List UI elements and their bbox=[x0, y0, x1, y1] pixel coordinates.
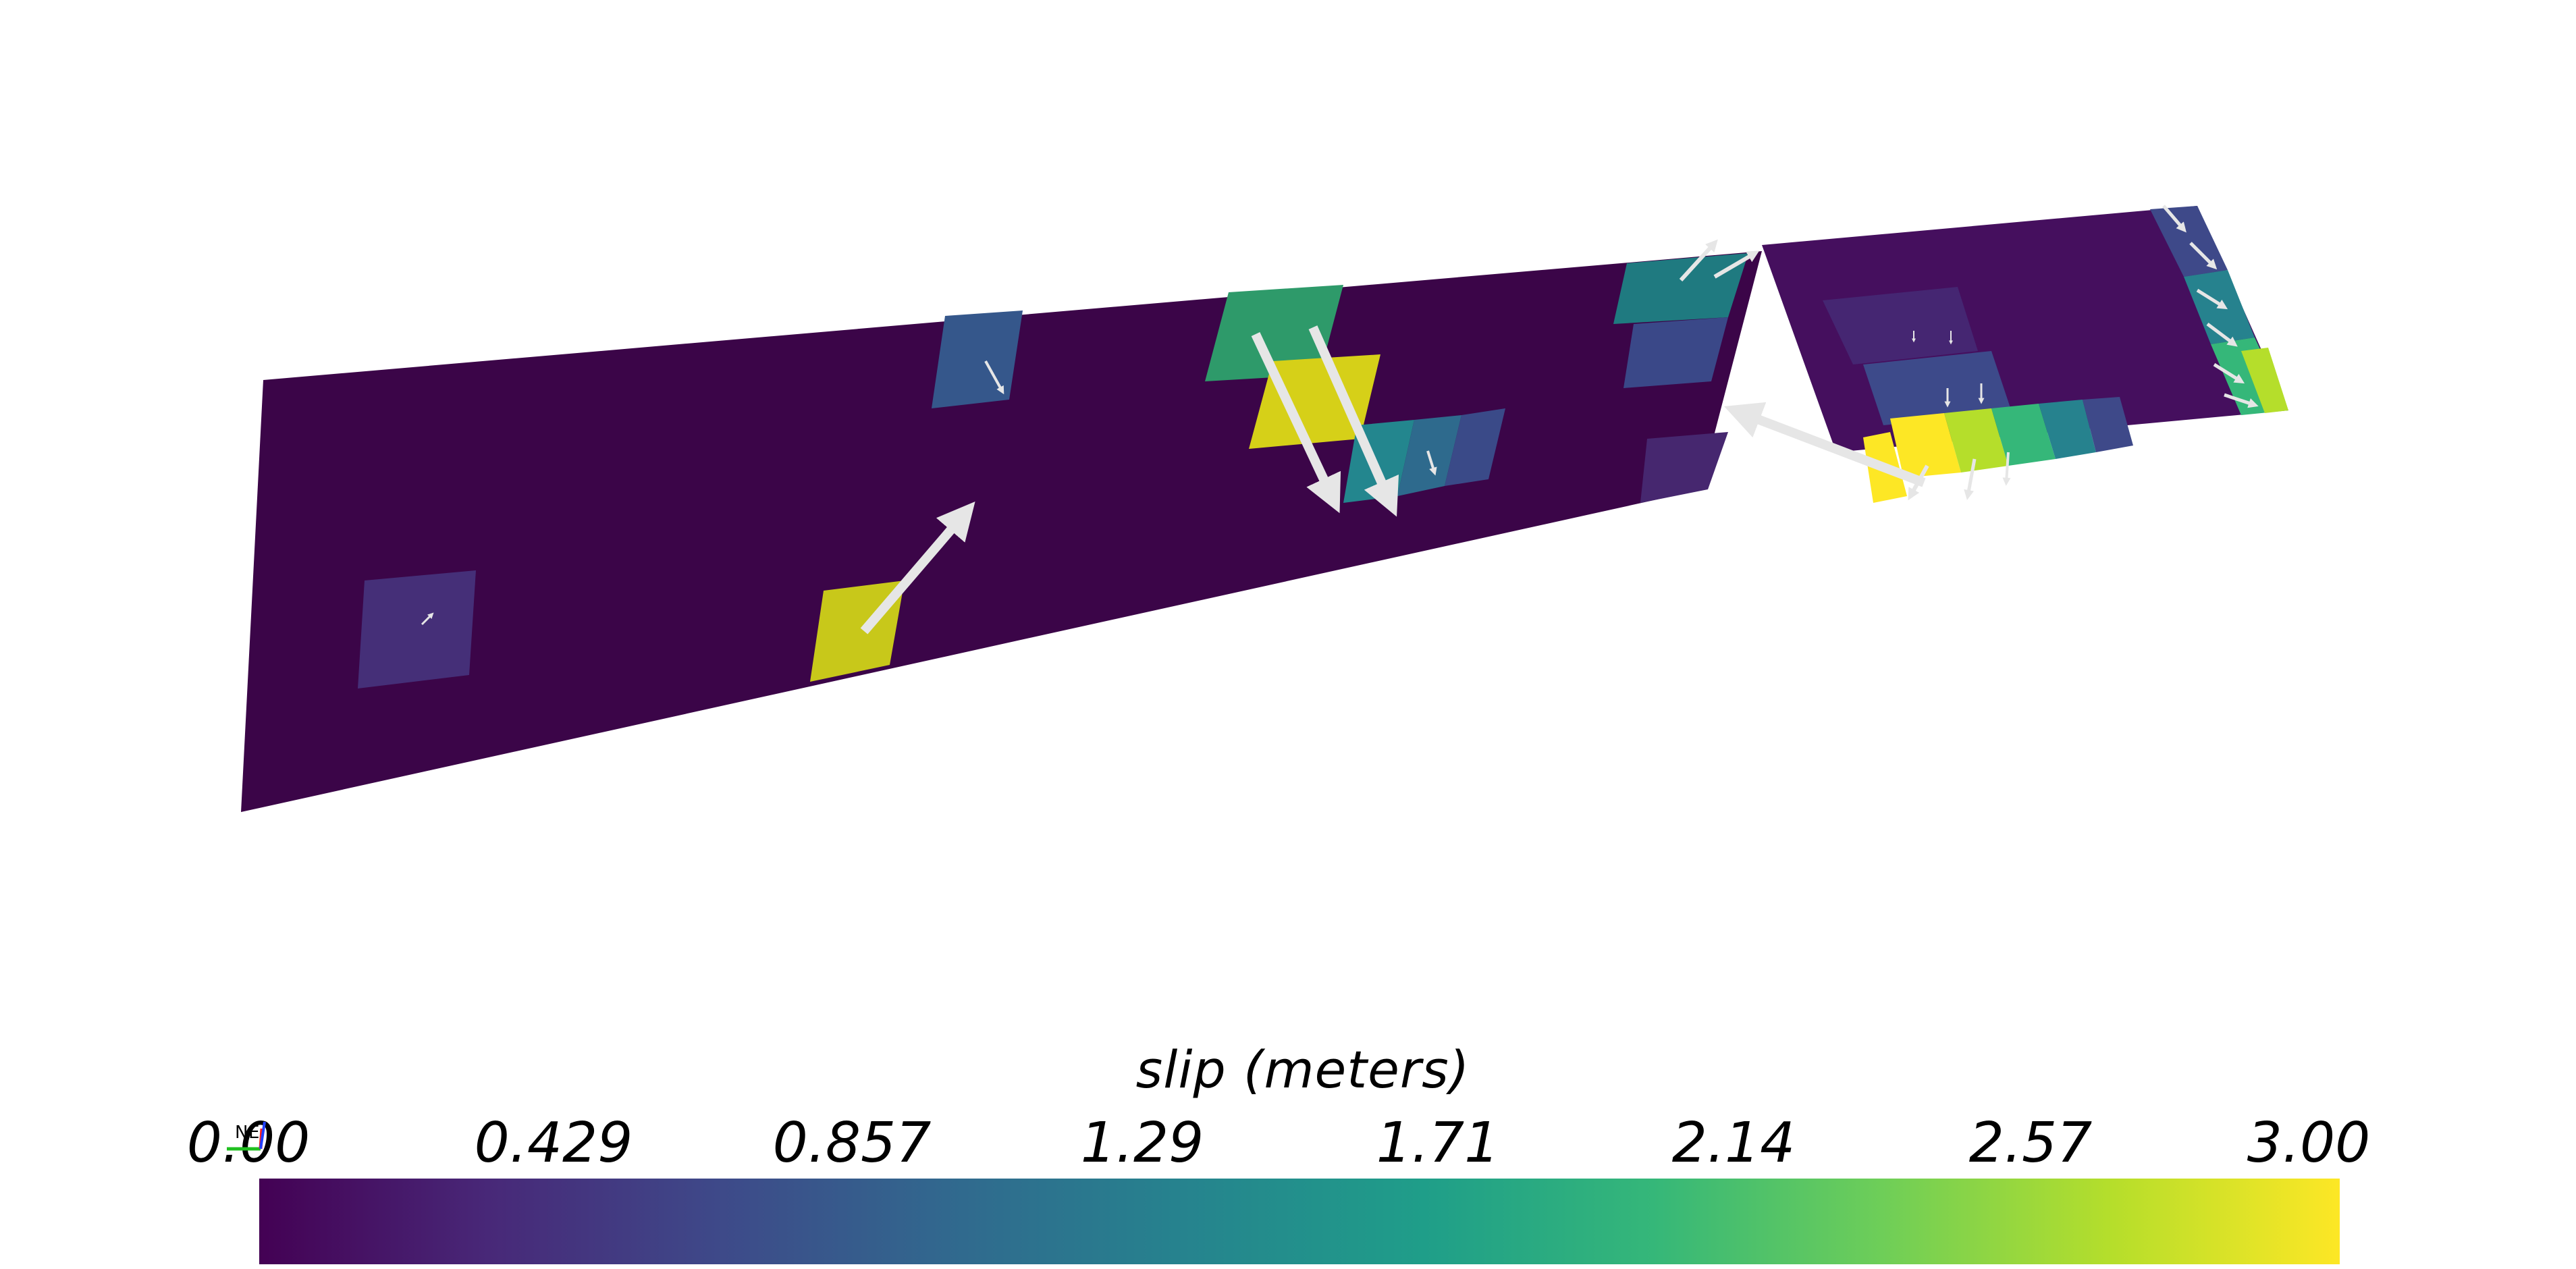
slip-arrow bbox=[2224, 393, 2259, 408]
colorbar-title: slip (meters) bbox=[1135, 1040, 1470, 1100]
orientation-axes-widget: N E bbox=[227, 1121, 266, 1151]
slip-patch bbox=[1613, 253, 1748, 324]
slip-arrow bbox=[2196, 288, 2228, 310]
slip-arrow bbox=[860, 501, 975, 634]
slip-patch bbox=[1640, 432, 1728, 503]
slip-arrow bbox=[421, 612, 434, 626]
colorbar-gradient bbox=[259, 1179, 2340, 1264]
colorbar-tick: 0.00 bbox=[186, 1111, 311, 1175]
fault-plane-right bbox=[1762, 206, 2288, 503]
slip-patch bbox=[1863, 351, 2012, 425]
slip-arrow bbox=[1251, 332, 1341, 514]
slip-arrow bbox=[2002, 452, 2011, 486]
slip-patch bbox=[1944, 408, 2008, 473]
slip-patch bbox=[1205, 285, 1343, 381]
slip-arrow bbox=[1679, 239, 1718, 282]
slip-arrow bbox=[2162, 205, 2186, 233]
axis-label-east: E bbox=[248, 1123, 259, 1143]
slip-arrow bbox=[2206, 323, 2238, 347]
slip-arrow bbox=[1713, 250, 1760, 279]
slip-patch bbox=[2083, 397, 2133, 452]
slip-patch bbox=[358, 570, 476, 688]
colorbar-tick: 0.429 bbox=[474, 1111, 633, 1175]
axis-label-north: N bbox=[235, 1123, 248, 1143]
fault-plane-left bbox=[241, 251, 1762, 812]
slip-arrow bbox=[2189, 242, 2218, 270]
colorbar-tick: 2.57 bbox=[1968, 1111, 2093, 1175]
slip-patch bbox=[1249, 354, 1380, 449]
slip-patch bbox=[2039, 400, 2096, 459]
slip-arrow bbox=[2213, 362, 2245, 384]
slip-arrow bbox=[1908, 464, 1929, 501]
slip-arrow bbox=[1724, 402, 1926, 487]
colorbar-tick: 1.29 bbox=[1080, 1111, 1204, 1175]
slip-patch bbox=[1624, 317, 1728, 388]
colorbar-tick: 0.857 bbox=[772, 1111, 932, 1175]
colorbar-tick: 1.71 bbox=[1376, 1111, 1500, 1175]
slip-arrow bbox=[1964, 458, 1977, 500]
slip-patch bbox=[1890, 413, 1961, 478]
slip-arrow bbox=[1308, 325, 1399, 517]
up-axis bbox=[259, 1121, 266, 1150]
slip-patch bbox=[1823, 287, 1978, 364]
fault-plane-left-surface bbox=[241, 251, 1762, 812]
colorbar-tick: 3.00 bbox=[2247, 1111, 2371, 1175]
slip-patch bbox=[1445, 408, 1505, 486]
slip-arrow bbox=[984, 360, 1004, 395]
slip-vectors bbox=[421, 205, 2259, 634]
slip-arrow bbox=[1426, 450, 1437, 476]
slip-patch bbox=[932, 310, 1023, 408]
colorbar-tick: 2.14 bbox=[1671, 1111, 1796, 1175]
slip-patch bbox=[2241, 348, 2288, 413]
slip-patch bbox=[1991, 404, 2056, 466]
